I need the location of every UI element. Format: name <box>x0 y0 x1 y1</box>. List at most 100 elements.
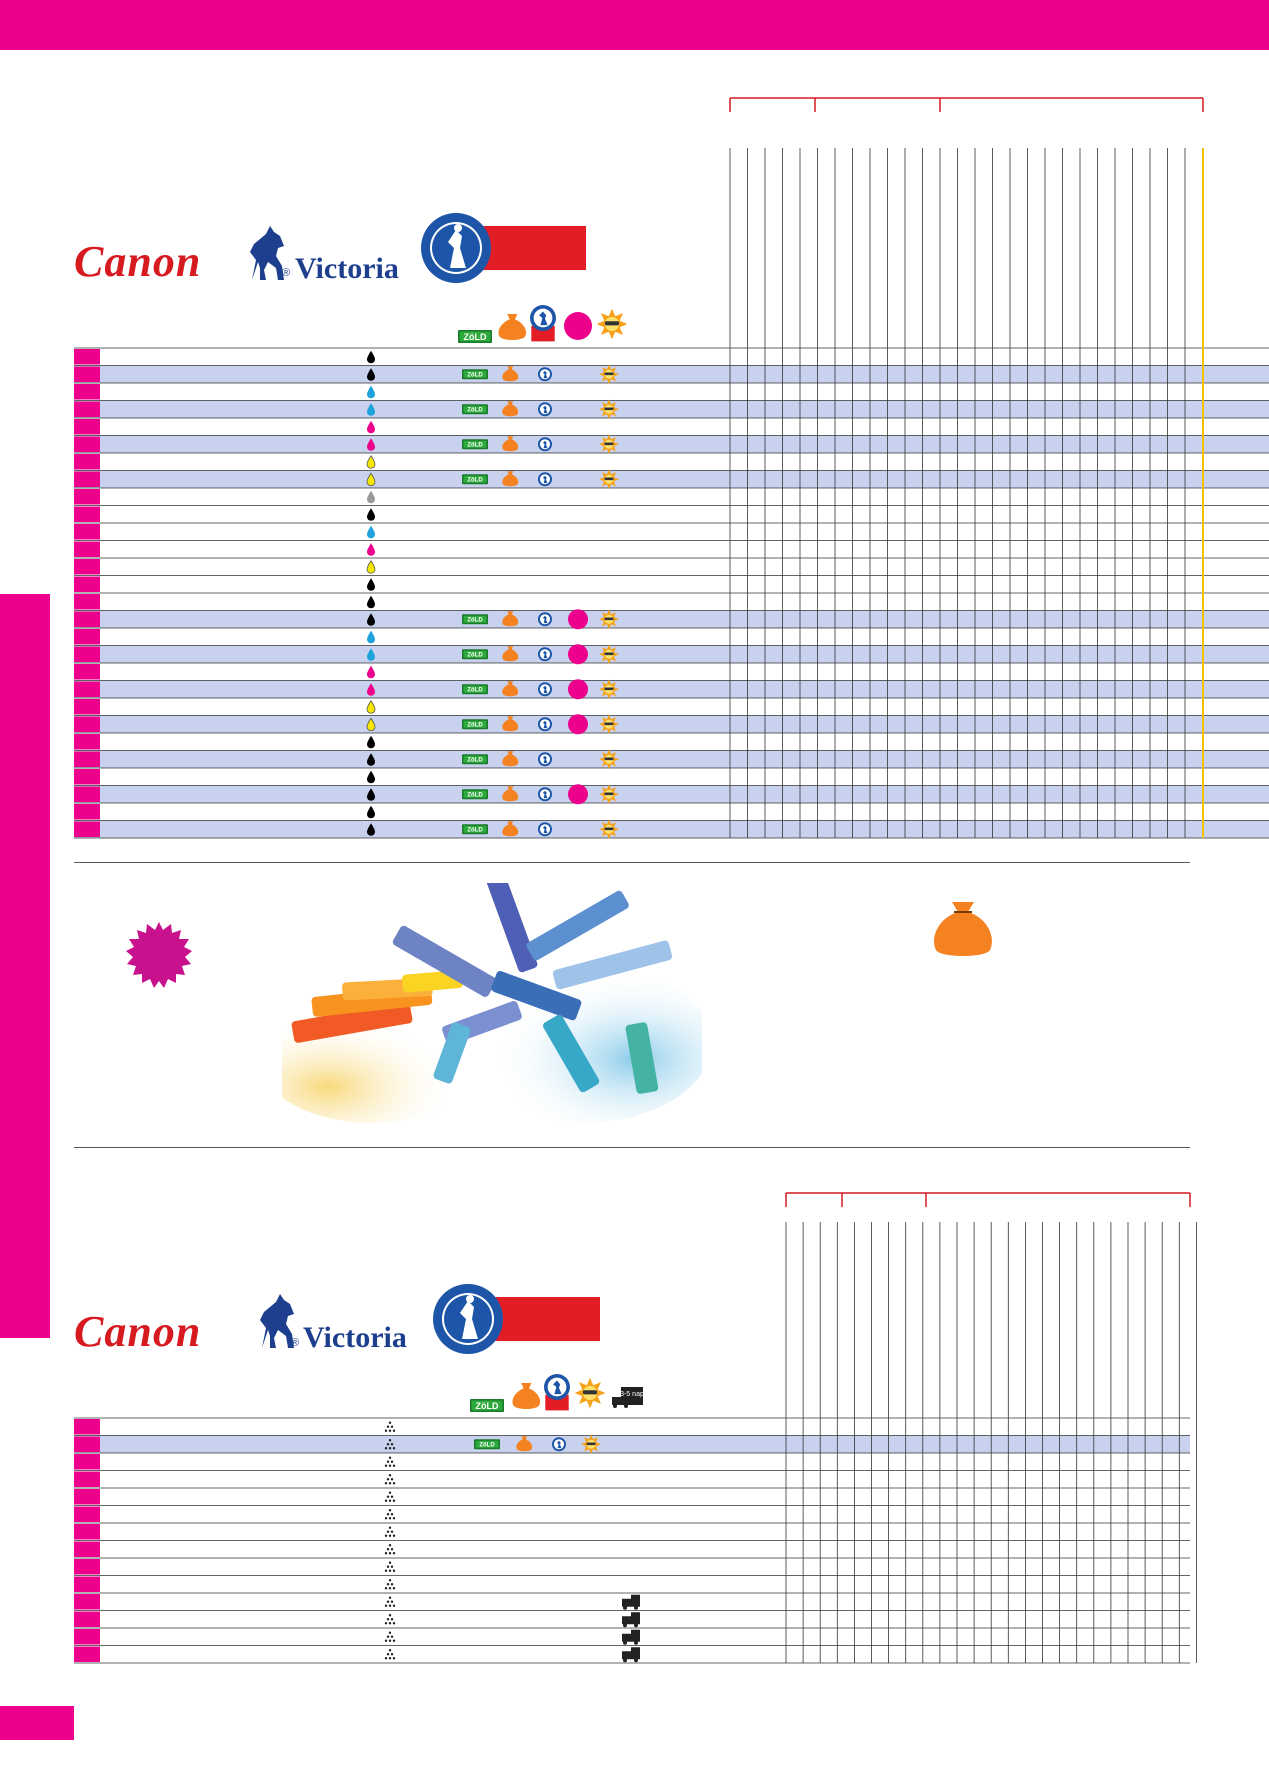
registered-mark-2: ® <box>291 1337 300 1349</box>
zold-badge-icon: ZöLD <box>462 754 488 765</box>
money-bag-icon <box>512 1383 541 1409</box>
toner-icon <box>384 1474 396 1485</box>
drop-icon <box>367 823 375 836</box>
zold-badge-text: ZöLD <box>467 617 483 623</box>
row-tab <box>74 1541 100 1557</box>
victoria-seal-icon <box>538 437 552 452</box>
row-tab <box>74 646 100 662</box>
row-tab <box>74 681 100 697</box>
row-tab <box>74 506 100 522</box>
row-tab <box>74 541 100 557</box>
money-bag-icon <box>502 401 519 417</box>
top-magenta-bar <box>0 0 1269 50</box>
money-bag-icon <box>502 646 519 662</box>
toner-icon <box>384 1614 396 1625</box>
row-tab <box>74 454 100 470</box>
zold-badge-text: ZöLD <box>467 687 483 693</box>
sun-star-icon <box>599 749 619 770</box>
canon-logo-2: Canon <box>74 1307 202 1356</box>
sun-star-icon <box>599 819 619 840</box>
zold-badge-text: ZöLD <box>467 477 483 483</box>
row-tab <box>74 1576 100 1592</box>
money-bag-icon <box>502 681 519 697</box>
pink-burst-icon <box>568 679 588 700</box>
money-bag-icon <box>502 716 519 732</box>
row-tab <box>74 436 100 452</box>
row-tab <box>74 349 100 365</box>
row-tab <box>74 629 100 645</box>
zold-badge-icon: ZöLD <box>462 474 488 485</box>
drop-icon <box>367 385 375 399</box>
victoria-seal-icon <box>538 647 552 662</box>
row-tab <box>74 471 100 487</box>
row-tab <box>74 1629 100 1645</box>
zold-badge-text: ZöLD <box>467 652 483 658</box>
drop-icon <box>367 578 375 591</box>
divider-bottom <box>74 1147 1190 1148</box>
zold-badge-text: ZöLD <box>467 407 483 413</box>
row-tab <box>74 1471 100 1487</box>
toner-icon <box>384 1579 396 1590</box>
sun-star-icon <box>599 399 619 420</box>
row-tab <box>74 1419 100 1435</box>
sun-star-icon <box>599 644 619 665</box>
victoria-seal-large-icon-2 <box>432 1283 504 1360</box>
pink-burst-icon <box>568 714 588 735</box>
footer-magenta-tab <box>0 1706 74 1740</box>
row-tab <box>74 594 100 610</box>
row-tab <box>74 751 100 767</box>
chalk-illustration <box>262 873 712 1123</box>
sun-star-icon <box>599 784 619 805</box>
victoria-seal-large-icon <box>420 212 492 289</box>
row-tab <box>74 786 100 802</box>
drop-icon <box>367 543 375 556</box>
victoria-seal-icon <box>538 402 552 417</box>
row-tab <box>74 1611 100 1627</box>
drop-icon <box>367 350 375 364</box>
row-tab <box>74 366 100 382</box>
victoria-logo: Victoria <box>295 252 399 285</box>
toner-icon <box>384 1631 396 1642</box>
zold-badge-icon: ZöLD <box>458 330 492 343</box>
zold-badge-icon: ZöLD <box>462 614 488 625</box>
row-tab <box>74 489 100 505</box>
toner-icon <box>384 1649 396 1660</box>
zold-badge-text: ZöLD <box>467 722 483 728</box>
drop-icon <box>367 368 375 381</box>
row-tab <box>74 734 100 750</box>
zold-badge-icon: ZöLD <box>462 404 488 415</box>
zold-badge-icon: ZöLD <box>470 1399 504 1412</box>
victoria-seal-icon <box>538 752 552 767</box>
truck-icon <box>622 1647 640 1663</box>
truck-icon <box>622 1594 640 1610</box>
drop-icon <box>367 665 375 679</box>
sun-star-icon <box>599 364 619 385</box>
money-bag-icon <box>502 751 519 767</box>
row-tab <box>74 804 100 820</box>
toner-icon <box>384 1439 396 1450</box>
pink-burst-icon <box>564 312 592 340</box>
row-tab <box>74 769 100 785</box>
toner-icon <box>384 1509 396 1520</box>
drop-icon <box>366 560 376 574</box>
toner-icon <box>384 1526 396 1537</box>
row-tab <box>74 699 100 715</box>
canon-logo: Canon <box>74 237 202 286</box>
sun-star-icon <box>599 679 619 700</box>
victoria-seal-icon <box>538 822 552 837</box>
divider-top <box>74 862 1190 863</box>
truck-icon <box>622 1629 640 1645</box>
row-tab <box>74 821 100 837</box>
row-tab <box>74 384 100 400</box>
row-tab <box>74 419 100 435</box>
row-tab <box>74 576 100 592</box>
money-bag-icon <box>502 821 519 837</box>
table-row-highlight <box>74 1435 1190 1453</box>
truck-icon: 3-5 nap <box>612 1387 644 1408</box>
pink-burst-icon <box>568 644 588 665</box>
toner-icon <box>384 1561 396 1572</box>
row-tab <box>74 1524 100 1540</box>
row-tab <box>74 559 100 575</box>
victoria-seal-icon <box>544 1374 570 1411</box>
